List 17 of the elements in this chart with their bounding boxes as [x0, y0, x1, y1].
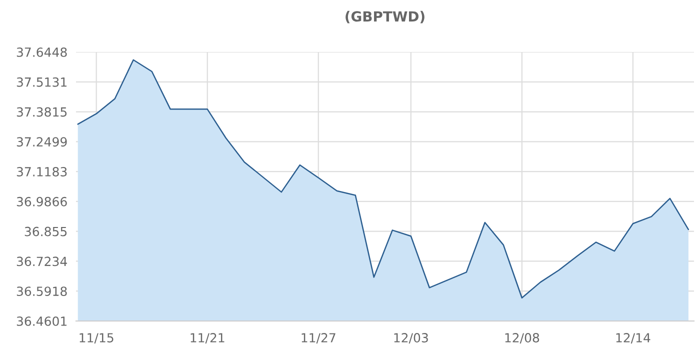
y-tick-label: 37.6448 [16, 47, 67, 57]
y-tick-label: 36.5918 [16, 286, 67, 296]
x-tick-label: 11/27 [302, 333, 336, 344]
y-tick-label: 37.2499 [16, 137, 67, 147]
x-tick-label: 11/15 [80, 333, 114, 344]
y-tick-label: 36.4601 [16, 316, 67, 326]
y-tick-label: 36.9866 [16, 196, 67, 206]
chart-title: (GBPTWD) [346, 10, 424, 24]
y-tick-label: 37.5131 [16, 77, 67, 87]
x-tick-label: 12/08 [505, 333, 540, 344]
y-tick-label: 36.855 [24, 226, 67, 236]
x-tick-label: 12/03 [394, 333, 428, 344]
y-tick-label: 37.1183 [16, 167, 67, 176]
y-tick-label: 36.7234 [16, 256, 67, 266]
x-tick-label: 12/14 [616, 333, 650, 344]
y-tick-label: 37.3815 [16, 107, 67, 117]
x-tick-label: 11/21 [190, 333, 224, 344]
